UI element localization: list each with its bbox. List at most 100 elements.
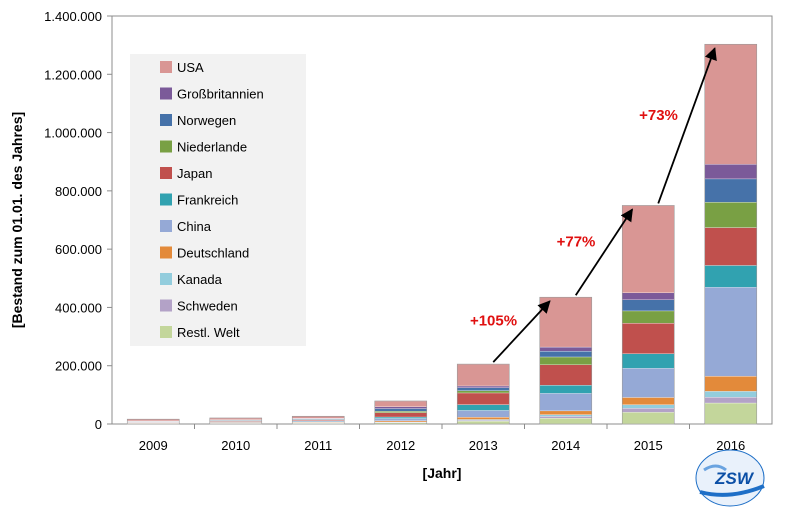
bar-segment [704,178,757,203]
x-tick-label: 2010 [221,438,250,453]
legend-swatch [160,193,172,206]
bar-segment [704,202,757,228]
bar-outline [209,417,263,425]
y-tick-label: 1.400.000 [44,9,102,24]
legend-swatch [160,61,172,73]
bar-segment [622,412,675,425]
legend-box [130,54,306,346]
bar-segment [374,406,427,409]
bar-segment [622,310,675,324]
legend-swatch [160,114,172,126]
legend-label: Restl. Welt [177,325,240,340]
legend-label: Frankreich [177,193,238,208]
bar-segment [374,412,427,418]
bar-segment [704,287,757,377]
legend-swatch [160,326,172,338]
x-tick-label: 2009 [139,438,168,453]
bar-segment [539,418,592,425]
x-axis: 2009 2010 2011 2012 2013 2014 2015 2016 [139,424,745,453]
bar-segment [704,391,757,398]
bar-segment [374,400,427,407]
bar-segment [374,420,427,423]
legend-label: China [177,219,212,234]
bar-segment [457,404,510,411]
legend-label: Kanada [177,272,223,287]
legend: USA Großbritannien Norwegen Niederlande Japa… [130,54,306,346]
bar-segment [704,397,757,404]
bars [126,43,758,425]
growth-annotations: +105% +77% +73% [470,47,717,363]
growth-label: +105% [470,313,517,330]
logo-text: ZSW [714,469,755,488]
bar-segment [622,408,675,413]
bar-segment [704,265,757,288]
legend-swatch [160,246,172,259]
legend-label: Norwegen [177,113,236,128]
bar-segment [622,404,675,409]
x-tick-label: 2016 [716,438,745,453]
bar-segment [539,350,592,358]
bar-segment [704,402,757,425]
bar-segment [374,411,427,413]
bar-outline [374,400,428,425]
y-tick-label: 600.000 [55,242,102,257]
bar-segment [292,416,345,419]
y-axis-label: [Bestand zum 01.01. des Jahres] [9,112,25,328]
bar-segment [622,368,675,398]
bar-segment [457,410,510,418]
bar-segment [622,323,675,354]
bar-segment [457,390,510,394]
legend-label: Schweden [177,299,238,314]
legend-swatch [160,87,172,100]
y-tick-label: 1.200.000 [44,67,102,82]
y-axis: 0 200.000 400.000 600.000 800.000 1.000.000 1.… [44,9,112,432]
bar-segment [539,356,592,365]
growth-label: +77% [557,233,596,250]
legend-swatch [160,273,172,285]
bar-segment [622,353,675,369]
bar-segment [457,417,510,420]
legend-swatch [160,220,172,232]
legend-swatch [160,140,172,153]
bar-segment [622,292,675,301]
bar-segment [457,363,510,387]
y-tick-label: 200.000 [55,359,102,374]
bar-segment [457,385,510,388]
growth-arrow [492,300,551,363]
bar-segment [704,164,757,180]
y-tick-label: 0 [95,417,102,432]
bar-segment [704,376,757,392]
x-tick-label: 2015 [634,438,663,453]
bar-segment [622,205,675,294]
legend-swatch [160,167,172,179]
bar-segment [704,227,757,266]
x-axis-label: [Jahr] [423,465,462,481]
bar-segment [539,410,592,415]
x-tick-label: 2014 [551,438,580,453]
bar-outline [539,296,593,425]
bar-segment [374,408,427,412]
growth-arrow [574,208,634,296]
x-tick-label: 2011 [304,438,332,453]
bar-segment [539,414,592,417]
bar-segment [539,364,592,386]
bar-segment [622,397,675,405]
legend-label: Japan [177,166,212,181]
growth-label: +73% [639,107,678,124]
legend-label: Großbritannien [177,87,264,102]
bar-segment [539,346,592,352]
y-tick-label: 800.000 [55,184,102,199]
zsw-logo: ZSW [695,449,765,507]
bar-outline [456,363,510,425]
bar-segment [457,392,510,405]
legend-label: Niederlande [177,140,247,155]
bar-segment [374,416,427,419]
bar-segment [539,393,592,412]
bar-segment [374,418,427,421]
legend-swatch [160,299,172,312]
y-tick-label: 400.000 [55,300,102,315]
bar-segment [457,420,510,425]
bar-segment [539,385,592,394]
x-tick-label: 2012 [386,438,415,453]
